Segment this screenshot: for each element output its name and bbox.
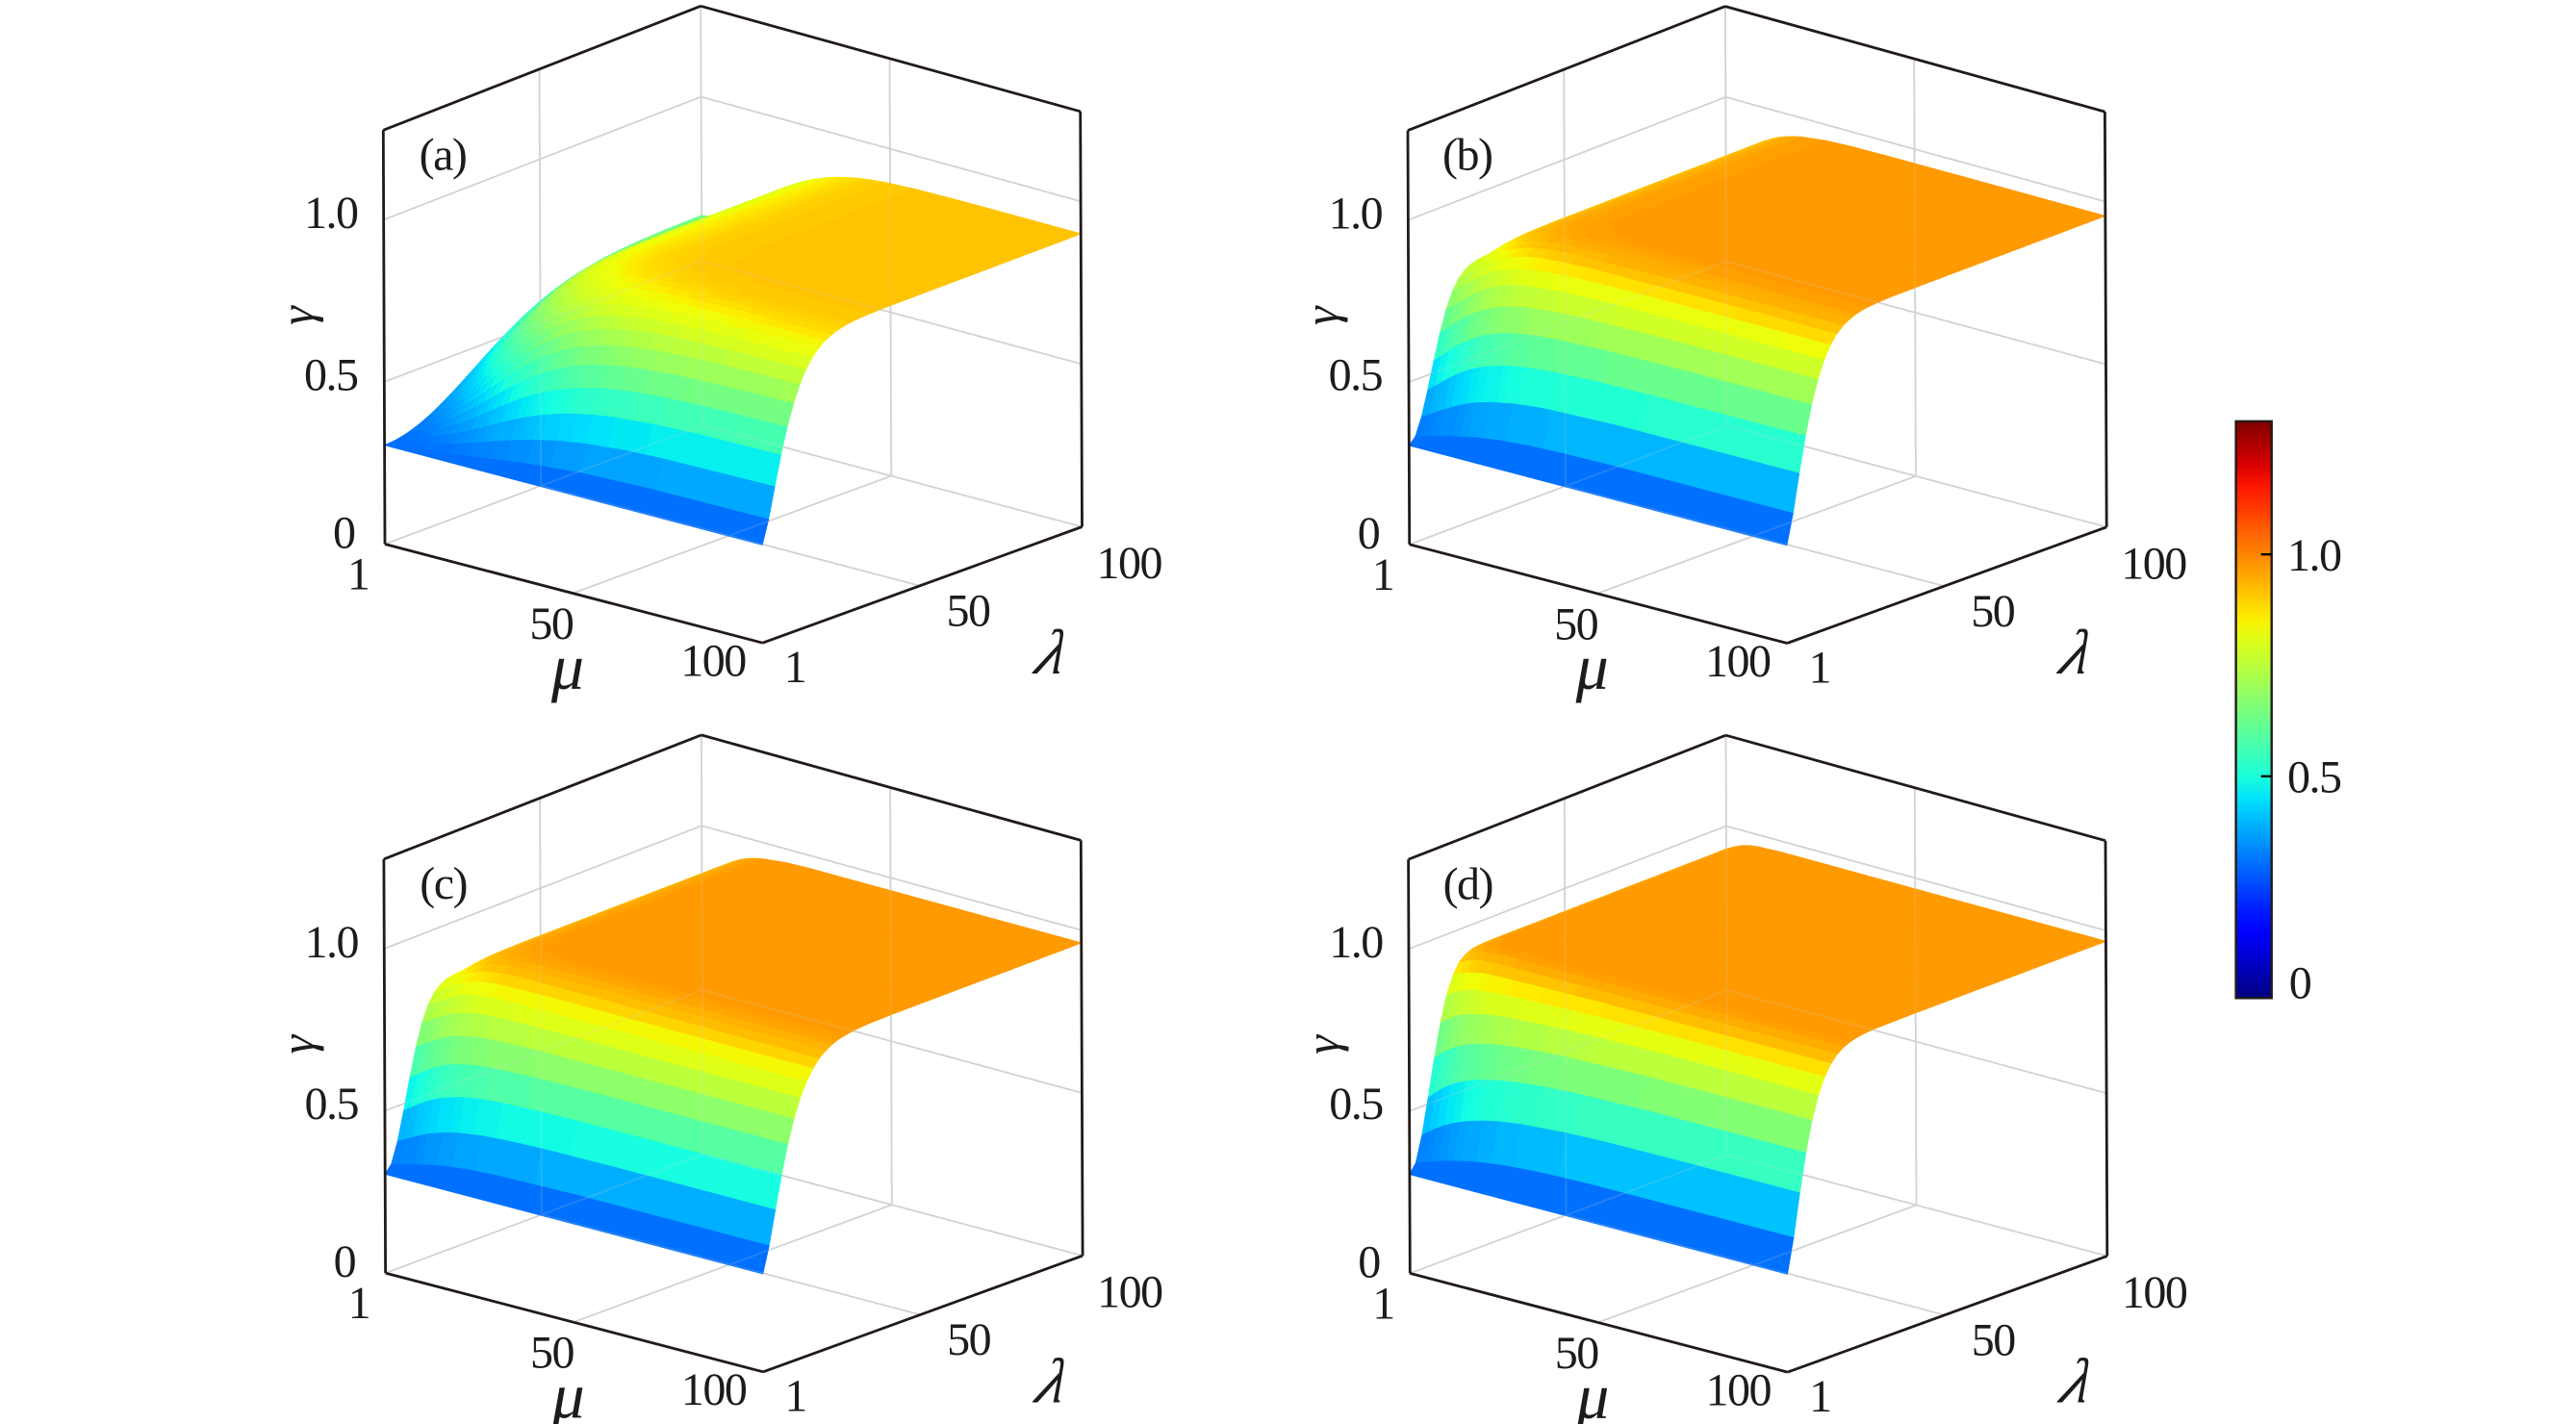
svg-text:γ: γ: [1294, 305, 1348, 325]
svg-text:0: 0: [1358, 508, 1381, 559]
svg-text:λ: λ: [2052, 618, 2104, 688]
svg-text:100: 100: [1706, 1364, 1772, 1415]
svg-text:1: 1: [784, 642, 807, 693]
svg-text:(d): (d): [1443, 858, 1492, 909]
svg-text:μ: μ: [1575, 1360, 1609, 1424]
svg-text:γ: γ: [270, 305, 324, 325]
svg-text:100: 100: [1097, 1267, 1162, 1318]
svg-text:50: 50: [530, 1328, 574, 1379]
svg-text:1: 1: [784, 1371, 807, 1422]
svg-text:(b): (b): [1442, 130, 1492, 181]
svg-text:μ: μ: [551, 1360, 585, 1424]
svg-text:1.0: 1.0: [2287, 530, 2341, 581]
svg-text:0: 0: [1358, 1237, 1381, 1288]
svg-text:100: 100: [2121, 538, 2186, 589]
svg-text:100: 100: [681, 1364, 747, 1415]
svg-text:50: 50: [947, 586, 991, 637]
svg-text:1: 1: [347, 549, 370, 600]
svg-text:(a): (a): [420, 129, 467, 180]
svg-text:0.5: 0.5: [304, 349, 358, 400]
svg-text:γ: γ: [270, 1033, 324, 1054]
svg-text:50: 50: [1554, 598, 1598, 649]
svg-text:1: 1: [1372, 549, 1395, 600]
svg-text:0: 0: [334, 1236, 357, 1287]
svg-text:1: 1: [1809, 1371, 1832, 1422]
svg-text:50: 50: [1971, 586, 2015, 637]
svg-text:100: 100: [680, 636, 746, 687]
svg-text:100: 100: [1097, 538, 1162, 589]
svg-text:1.0: 1.0: [304, 188, 358, 239]
svg-text:1: 1: [348, 1278, 371, 1329]
svg-text:0.5: 0.5: [1329, 1079, 1383, 1130]
svg-text:μ: μ: [1575, 630, 1609, 703]
svg-text:50: 50: [1972, 1315, 2016, 1366]
svg-text:(c): (c): [420, 858, 467, 909]
svg-text:100: 100: [1705, 636, 1771, 687]
svg-text:1.0: 1.0: [1329, 917, 1383, 968]
svg-text:λ: λ: [1028, 1346, 1080, 1416]
svg-text:50: 50: [947, 1314, 991, 1365]
svg-text:50: 50: [1555, 1328, 1599, 1379]
svg-text:1: 1: [1809, 642, 1832, 693]
svg-text:50: 50: [529, 598, 574, 649]
svg-text:0.5: 0.5: [2287, 751, 2341, 802]
svg-text:0: 0: [2289, 958, 2312, 1009]
svg-text:0.5: 0.5: [1329, 350, 1383, 401]
svg-text:λ: λ: [1027, 617, 1079, 687]
svg-text:0: 0: [333, 508, 356, 559]
svg-text:1.0: 1.0: [1329, 189, 1383, 240]
svg-text:0.5: 0.5: [305, 1079, 359, 1130]
svg-text:1: 1: [1372, 1279, 1395, 1330]
svg-text:100: 100: [2122, 1267, 2187, 1318]
svg-text:μ: μ: [550, 630, 584, 703]
svg-text:γ: γ: [1295, 1034, 1349, 1055]
svg-text:λ: λ: [2052, 1346, 2104, 1416]
svg-text:1.0: 1.0: [305, 917, 359, 968]
